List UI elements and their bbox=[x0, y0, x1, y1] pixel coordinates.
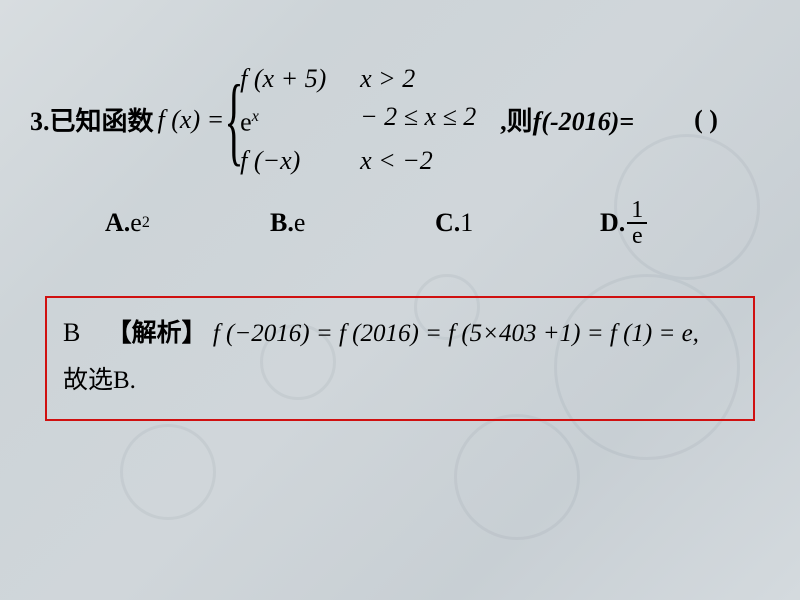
case-row: f (x + 5) x > 2 bbox=[240, 60, 500, 98]
question-stem: 3.已知函数 f (x) = { f (x + 5) x > 2 ex − 2 … bbox=[30, 60, 770, 180]
option-d: D. 1 e bbox=[600, 198, 765, 248]
piecewise-brace: { f (x + 5) x > 2 ex − 2 ≤ x ≤ 2 f (−x) … bbox=[228, 60, 500, 180]
option-b: B.e bbox=[270, 208, 435, 238]
answer-letter: B bbox=[63, 318, 80, 347]
solution-line-1: B 【解析】 f (−2016) = f (2016) = f (5×403 +… bbox=[63, 308, 737, 358]
answer-blank: ( ) bbox=[694, 105, 718, 135]
solution-line-2: 故选B. bbox=[63, 357, 737, 405]
solution-math: f (−2016) = f (2016) = f (5×403 +1) = f … bbox=[213, 320, 699, 347]
page-content: 3.已知函数 f (x) = { f (x + 5) x > 2 ex − 2 … bbox=[0, 0, 800, 421]
case-row: ex − 2 ≤ x ≤ 2 bbox=[240, 98, 500, 142]
option-c: C.1 bbox=[435, 208, 600, 238]
question-number: 3.已知函数 bbox=[30, 101, 154, 138]
case-row: f (−x) x < −2 bbox=[240, 142, 500, 180]
analysis-label: 【解析】 bbox=[107, 320, 207, 347]
option-a: A.e2 bbox=[105, 208, 270, 238]
question-postfix: ,则f(-2016)= bbox=[500, 101, 634, 138]
options-row: A.e2 B.e C.1 D. 1 e bbox=[30, 198, 770, 248]
solution-box: B 【解析】 f (−2016) = f (2016) = f (5×403 +… bbox=[45, 296, 755, 421]
function-lhs: f (x) = bbox=[154, 105, 229, 135]
